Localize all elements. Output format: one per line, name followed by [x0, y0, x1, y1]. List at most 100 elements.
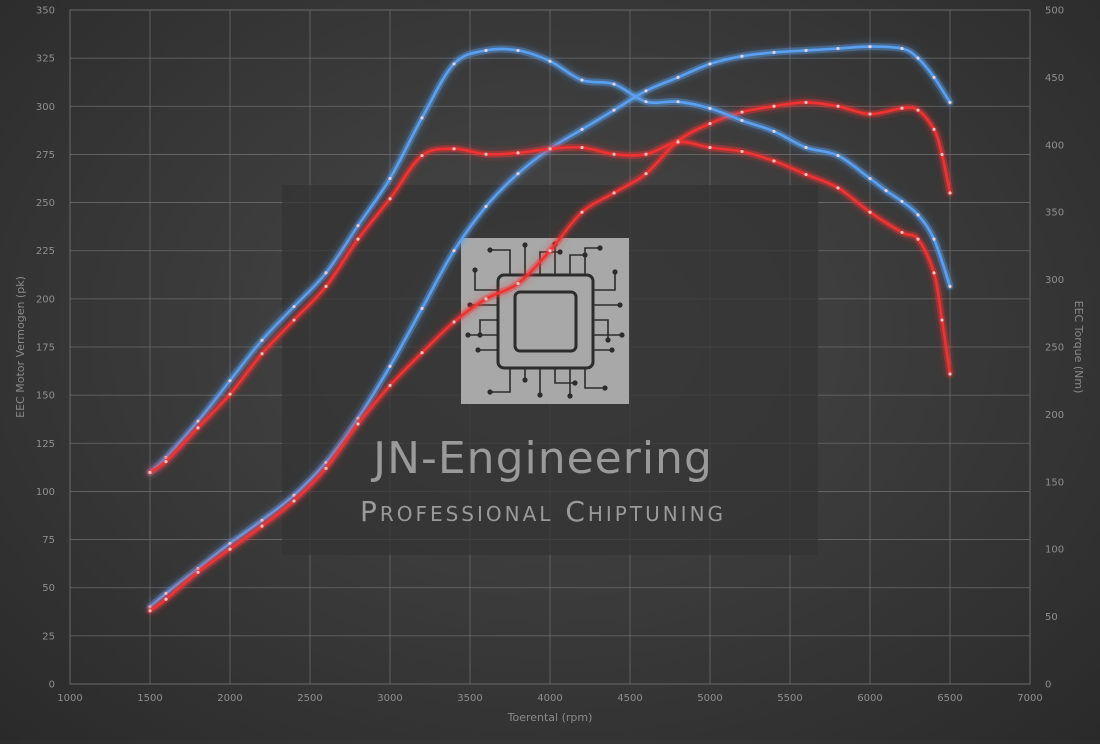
stock-power-point: [772, 104, 776, 108]
x-axis-title: Toerental (rpm): [507, 711, 593, 724]
x-tick-label: 6500: [937, 693, 962, 704]
y-right-tick-label: 200: [1045, 410, 1064, 421]
tuned-torque-point: [932, 237, 936, 241]
stock-power-point: [644, 172, 648, 176]
tuned-power-point: [948, 100, 952, 105]
tuned-power-point: [740, 54, 744, 58]
x-tick-label: 2000: [217, 693, 242, 704]
stock-power-point: [420, 351, 424, 355]
y-right-tick-label: 350: [1045, 208, 1064, 219]
tuned-power-point: [580, 127, 584, 131]
stock-torque-point: [868, 210, 872, 214]
y-left-tick-label: 150: [36, 391, 55, 402]
tuned-power-point: [932, 75, 936, 79]
x-tick-label: 5000: [697, 693, 722, 704]
y-left-tick-label: 275: [36, 150, 55, 161]
x-tick-label: 5500: [777, 693, 802, 704]
stock-power-point: [948, 191, 952, 195]
tuned-torque-point: [228, 379, 232, 383]
stock-power-point: [292, 499, 296, 503]
stock-torque-point: [580, 145, 584, 150]
stock-power-point: [836, 104, 840, 108]
tuned-torque-point: [356, 224, 360, 228]
tuned-torque-point: [292, 304, 296, 309]
tuned-torque-point: [324, 271, 328, 275]
tuned-power-point: [420, 306, 424, 311]
stock-torque-point: [772, 159, 776, 163]
x-tick-label: 2500: [297, 693, 322, 704]
x-tick-label: 3000: [377, 693, 402, 704]
stock-power-point: [228, 547, 232, 551]
stock-power-point: [324, 466, 328, 470]
tuned-power-point: [452, 249, 456, 253]
stock-power-point: [548, 249, 552, 253]
tuned-torque-point: [644, 100, 648, 104]
watermark: JN-Engineering Professional Chiptuning: [282, 185, 818, 555]
stock-torque-point: [916, 237, 920, 241]
y-left-tick-label: 75: [42, 535, 55, 546]
watermark-subtitle: Professional Chiptuning: [360, 495, 726, 528]
tuned-power-point: [804, 48, 808, 53]
y-left-tick-label: 175: [36, 343, 55, 354]
stock-torque-point: [420, 153, 424, 158]
stock-torque-point: [292, 318, 296, 322]
tuned-torque-point: [484, 48, 488, 53]
y-right-tick-label: 400: [1045, 140, 1064, 151]
x-tick-label: 4000: [537, 693, 562, 704]
axis-ticks: 1000 1500 2000 2500 3000 3500 4000 4500 5000 5500…: [36, 6, 1064, 705]
y-right-tick-label: 500: [1045, 6, 1064, 17]
tuned-power-point: [900, 46, 904, 51]
tuned-power-point: [708, 62, 712, 66]
tuned-torque-point: [708, 106, 712, 111]
y-left-tick-label: 100: [36, 487, 55, 498]
stock-torque-point: [148, 470, 152, 474]
tuned-torque-point: [420, 116, 424, 120]
tuned-torque-point: [580, 78, 584, 82]
tuned-torque-point: [740, 118, 744, 123]
stock-power-point: [452, 320, 456, 324]
tuned-torque-series: [146, 45, 954, 476]
stock-torque-point: [452, 147, 456, 151]
stock-torque-point: [708, 145, 712, 150]
tuned-torque-point: [260, 338, 264, 342]
tuned-torque-point: [612, 82, 616, 86]
tuned-torque-point: [836, 153, 840, 158]
tuned-power-point: [868, 44, 872, 49]
y-left-tick-label: 225: [36, 246, 55, 257]
y-right-tick-label: 100: [1045, 545, 1064, 556]
stock-power-point: [196, 570, 200, 574]
stock-torque-point: [388, 197, 392, 201]
tuned-torque-point: [868, 176, 872, 181]
stock-power-point: [580, 210, 584, 214]
tuned-power-point: [228, 541, 232, 546]
tuned-power-point: [388, 364, 392, 368]
stock-torque-point: [516, 151, 520, 155]
tuned-torque-point: [676, 100, 680, 104]
tuned-torque-point: [388, 176, 392, 181]
tuned-power-point: [836, 46, 840, 51]
y-left-tick-label: 300: [36, 102, 55, 113]
stock-torque-point: [932, 271, 936, 275]
tuned-torque-point: [772, 129, 776, 133]
tuned-power-point: [916, 56, 920, 60]
stock-torque-series: [146, 138, 954, 476]
stock-power-point: [164, 597, 168, 601]
stock-torque-point: [740, 149, 744, 154]
y-left-tick-label: 200: [36, 294, 55, 305]
stock-power-point: [940, 152, 944, 157]
tuned-torque-point: [804, 145, 808, 150]
stock-torque-point: [164, 459, 168, 464]
stock-power-point: [516, 281, 520, 286]
stock-power-point: [708, 122, 712, 126]
x-tick-label: 7000: [1017, 693, 1042, 704]
y-left-tick-label: 0: [49, 680, 55, 691]
x-tick-label: 3500: [457, 693, 482, 704]
stock-torque-point: [196, 426, 200, 430]
stock-power-point: [916, 108, 920, 112]
stock-torque-point: [940, 318, 944, 322]
y-right-tick-label: 150: [1045, 477, 1064, 488]
stock-power-point: [740, 110, 744, 114]
stock-power-point: [612, 191, 616, 195]
tuned-torque-point: [948, 284, 952, 288]
stock-power-point: [484, 297, 488, 301]
